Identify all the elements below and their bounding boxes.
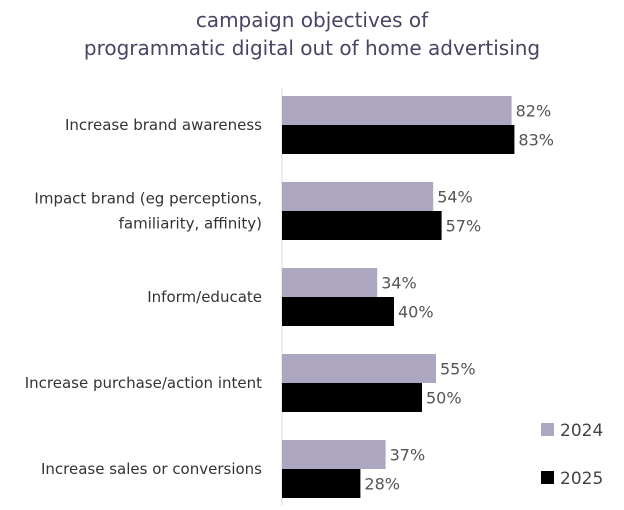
data-label: 54% [437,188,473,207]
bar-2024-3 [282,354,436,383]
chart-title-line-2: programmatic digital out of home adverti… [83,36,541,60]
data-label: 82% [516,102,552,121]
data-label: 83% [518,131,554,150]
data-label: 37% [390,446,426,465]
data-label: 28% [364,475,400,494]
bar-2025-0 [282,125,515,154]
category-label: Inform/educate [147,288,262,306]
legend-swatch-2025 [541,471,554,484]
bar-2024-2 [282,268,378,297]
category-label: Increase purchase/action intent [25,374,262,392]
bar-2025-4 [282,469,361,498]
bar-2024-4 [282,440,386,469]
data-label: 34% [381,274,417,293]
data-label: 57% [446,217,482,236]
data-label: 40% [398,303,434,322]
data-label: 50% [426,389,462,408]
legend-swatch-2024 [541,423,554,436]
bar-2025-2 [282,297,394,326]
bar-2024-1 [282,182,434,211]
category-label: Increase brand awareness [65,116,262,134]
legend-label: 2025 [560,469,603,489]
chart-title: campaign objectives of programmatic digi… [0,6,624,62]
category-label: Impact brand (eg perceptions, [34,190,262,208]
legend-label: 2024 [560,421,603,441]
bar-2025-3 [282,383,422,412]
category-label: Increase sales or conversions [41,460,262,478]
data-label: 55% [440,360,476,379]
chart-title-line-1: campaign objectives of [195,8,429,32]
category-label: familiarity, affinity) [119,215,262,233]
bar-2025-1 [282,211,442,240]
bar-2024-0 [282,96,512,125]
